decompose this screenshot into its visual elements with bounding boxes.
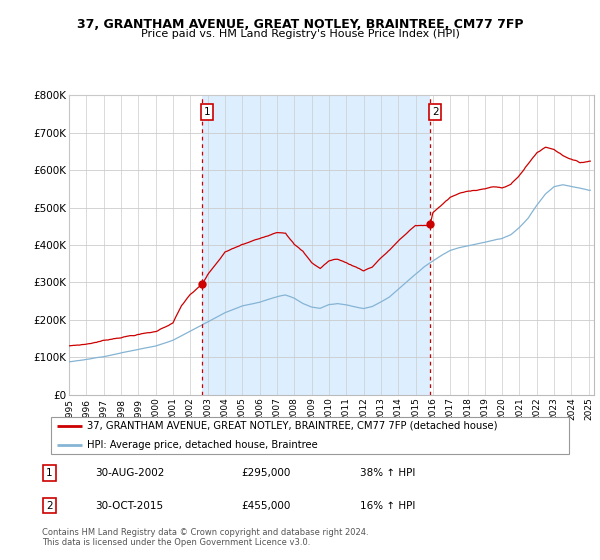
Text: 37, GRANTHAM AVENUE, GREAT NOTLEY, BRAINTREE, CM77 7FP: 37, GRANTHAM AVENUE, GREAT NOTLEY, BRAIN… [77, 18, 523, 31]
Text: 30-OCT-2015: 30-OCT-2015 [95, 501, 164, 511]
Text: £295,000: £295,000 [241, 468, 290, 478]
Text: 30-AUG-2002: 30-AUG-2002 [95, 468, 165, 478]
Bar [202, 95, 430, 395]
Text: Contains HM Land Registry data © Crown copyright and database right 2024.
This d: Contains HM Land Registry data © Crown c… [42, 528, 368, 547]
Text: 1: 1 [46, 468, 53, 478]
Text: 2: 2 [46, 501, 53, 511]
FancyBboxPatch shape [50, 417, 569, 454]
Text: 38% ↑ HPI: 38% ↑ HPI [360, 468, 415, 478]
Text: 16% ↑ HPI: 16% ↑ HPI [360, 501, 415, 511]
Text: Price paid vs. HM Land Registry's House Price Index (HPI): Price paid vs. HM Land Registry's House … [140, 29, 460, 39]
Text: 37, GRANTHAM AVENUE, GREAT NOTLEY, BRAINTREE, CM77 7FP (detached house): 37, GRANTHAM AVENUE, GREAT NOTLEY, BRAIN… [88, 421, 498, 431]
Text: £455,000: £455,000 [241, 501, 290, 511]
Text: 1: 1 [204, 107, 211, 117]
Text: 2: 2 [432, 107, 439, 117]
Text: HPI: Average price, detached house, Braintree: HPI: Average price, detached house, Brai… [88, 440, 318, 450]
